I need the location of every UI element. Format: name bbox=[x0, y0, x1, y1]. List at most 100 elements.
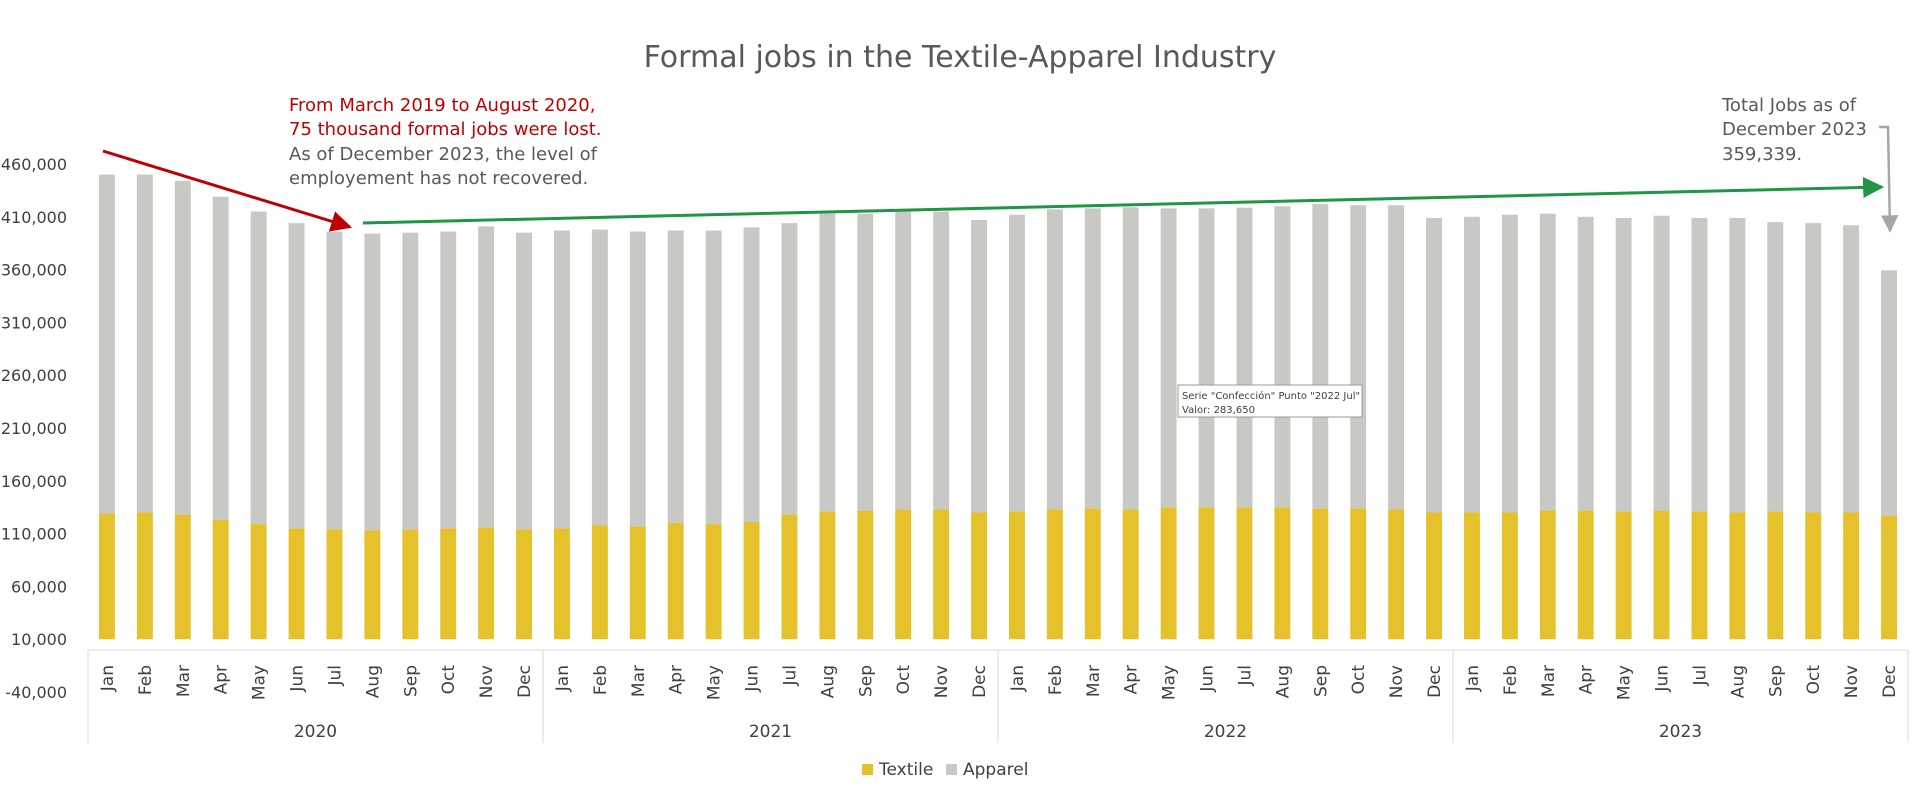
y-tick-label: 260,000 bbox=[1, 366, 67, 385]
bar-apparel bbox=[326, 231, 343, 530]
bar-apparel bbox=[478, 226, 495, 528]
x-tick-label: Apr bbox=[667, 665, 687, 694]
x-tick-label: Jul bbox=[1690, 665, 1710, 687]
bar-apparel bbox=[1312, 204, 1329, 509]
bar-textile bbox=[1122, 509, 1139, 640]
legend-label-textile: Textile bbox=[878, 760, 933, 780]
bar-textile bbox=[1577, 510, 1594, 640]
bar-textile bbox=[781, 514, 798, 640]
x-tick-label: Dec bbox=[1425, 665, 1445, 698]
x-tick-label: Jul bbox=[780, 665, 800, 687]
x-tick-label: Aug bbox=[1273, 665, 1293, 698]
bar-textile bbox=[478, 527, 495, 640]
x-tick-label: Feb bbox=[1501, 665, 1521, 695]
y-tick-label: -40,000 bbox=[5, 683, 67, 702]
x-tick-label: Apr bbox=[1577, 665, 1597, 694]
x-tick-label: May bbox=[1615, 665, 1635, 700]
bar-apparel bbox=[1729, 217, 1746, 513]
decline-annotation-line-2: 75 thousand formal jobs were lost. bbox=[289, 119, 602, 140]
bar-apparel bbox=[933, 211, 950, 510]
bar-textile bbox=[136, 512, 153, 640]
tooltip-series: Serie "Confección" Punto "2022 Jul" bbox=[1182, 390, 1360, 402]
bar-textile bbox=[1881, 515, 1898, 640]
bar-apparel bbox=[1084, 208, 1101, 509]
y-tick-label: 460,000 bbox=[1, 155, 67, 174]
x-axis: Jan Feb Mar Apr May Jun Jul Aug Sep Oct Nov Dec Jan F… bbox=[87, 649, 1909, 743]
bar-apparel bbox=[1881, 270, 1898, 516]
bar-apparel bbox=[1198, 208, 1215, 508]
x-tick-label: Dec bbox=[970, 665, 990, 698]
x-tick-label: Oct bbox=[1349, 665, 1369, 695]
bar-textile bbox=[1160, 507, 1177, 640]
legend-swatch-apparel bbox=[946, 764, 957, 775]
total-annotation-line-2: December 2023 bbox=[1722, 119, 1867, 140]
bar-apparel bbox=[705, 230, 722, 525]
x-tick-label: Apr bbox=[1122, 665, 1142, 694]
bar-apparel bbox=[212, 196, 229, 520]
bar-apparel bbox=[1008, 214, 1025, 512]
bar-apparel bbox=[1236, 207, 1253, 508]
bar-apparel bbox=[136, 174, 153, 513]
bar-textile bbox=[1236, 507, 1253, 640]
bar-textile bbox=[1388, 509, 1405, 640]
y-tick-label: 60,000 bbox=[11, 577, 67, 596]
bar-textile bbox=[364, 530, 381, 640]
bar-textile bbox=[1274, 507, 1291, 640]
bar-apparel bbox=[819, 213, 836, 512]
bar-textile bbox=[98, 513, 115, 640]
x-tick-label: Oct bbox=[894, 665, 914, 695]
bar-apparel bbox=[1388, 205, 1405, 510]
bar-textile bbox=[212, 519, 229, 640]
x-tick-label: Jan bbox=[98, 665, 118, 692]
bar-apparel bbox=[440, 231, 457, 529]
bar-textile bbox=[591, 525, 608, 640]
bar-textile bbox=[1501, 512, 1518, 640]
x-tick-label: May bbox=[705, 665, 725, 700]
bar-textile bbox=[1046, 509, 1063, 640]
bar-textile bbox=[250, 524, 267, 640]
y-tick-label: 410,000 bbox=[1, 208, 67, 227]
bar-apparel bbox=[174, 180, 191, 515]
bar-apparel bbox=[1350, 205, 1367, 509]
total-annotation-line-1: Total Jobs as of bbox=[1721, 95, 1857, 116]
x-tick-label: Nov bbox=[477, 665, 497, 698]
total-annotation: Total Jobs as of December 2023 359,339. bbox=[1721, 95, 1899, 233]
bar-apparel bbox=[553, 230, 570, 529]
bar-textile bbox=[629, 526, 646, 640]
bar-textile bbox=[288, 528, 305, 640]
bar-apparel bbox=[288, 223, 305, 529]
bar-apparel bbox=[971, 219, 988, 513]
y-tick-label: 360,000 bbox=[1, 261, 67, 280]
bar-textile bbox=[516, 529, 533, 640]
bar-apparel bbox=[1463, 216, 1480, 513]
x-tick-label: Apr bbox=[212, 665, 232, 694]
bar-apparel bbox=[1577, 216, 1594, 511]
bar-apparel bbox=[591, 229, 608, 526]
chart-title: Formal jobs in the Textile-Apparel Indus… bbox=[644, 40, 1277, 75]
tooltip-value: Valor: 283,650 bbox=[1182, 405, 1255, 416]
bar-textile bbox=[1615, 511, 1632, 640]
x-tick-label: Mar bbox=[629, 665, 649, 697]
decline-annotation: From March 2019 to August 2020, 75 thous… bbox=[102, 95, 602, 232]
bar-apparel bbox=[1539, 213, 1556, 511]
x-tick-label: Aug bbox=[363, 665, 383, 698]
x-tick-label: Jul bbox=[325, 665, 345, 687]
y-tick-label: 10,000 bbox=[11, 630, 67, 649]
bar-textile bbox=[1084, 508, 1101, 640]
x-tick-label: Jan bbox=[1008, 665, 1028, 692]
x-tick-label: Jun bbox=[1653, 665, 1673, 693]
bar-apparel bbox=[1615, 217, 1632, 512]
y-tick-label: 110,000 bbox=[1, 525, 67, 544]
x-tick-label: Sep bbox=[1311, 665, 1331, 697]
bar-textile bbox=[1843, 512, 1860, 640]
bar-textile bbox=[1767, 511, 1784, 640]
bar-textile bbox=[705, 524, 722, 640]
bar-apparel bbox=[364, 233, 381, 531]
total-annotation-value: 359,339. bbox=[1722, 144, 1802, 165]
total-arrow bbox=[1879, 125, 1899, 233]
year-label: 2021 bbox=[749, 722, 792, 742]
bar-apparel bbox=[895, 211, 912, 510]
x-tick-label: May bbox=[250, 665, 270, 700]
bar-textile bbox=[402, 529, 419, 640]
bar-apparel bbox=[857, 213, 874, 511]
